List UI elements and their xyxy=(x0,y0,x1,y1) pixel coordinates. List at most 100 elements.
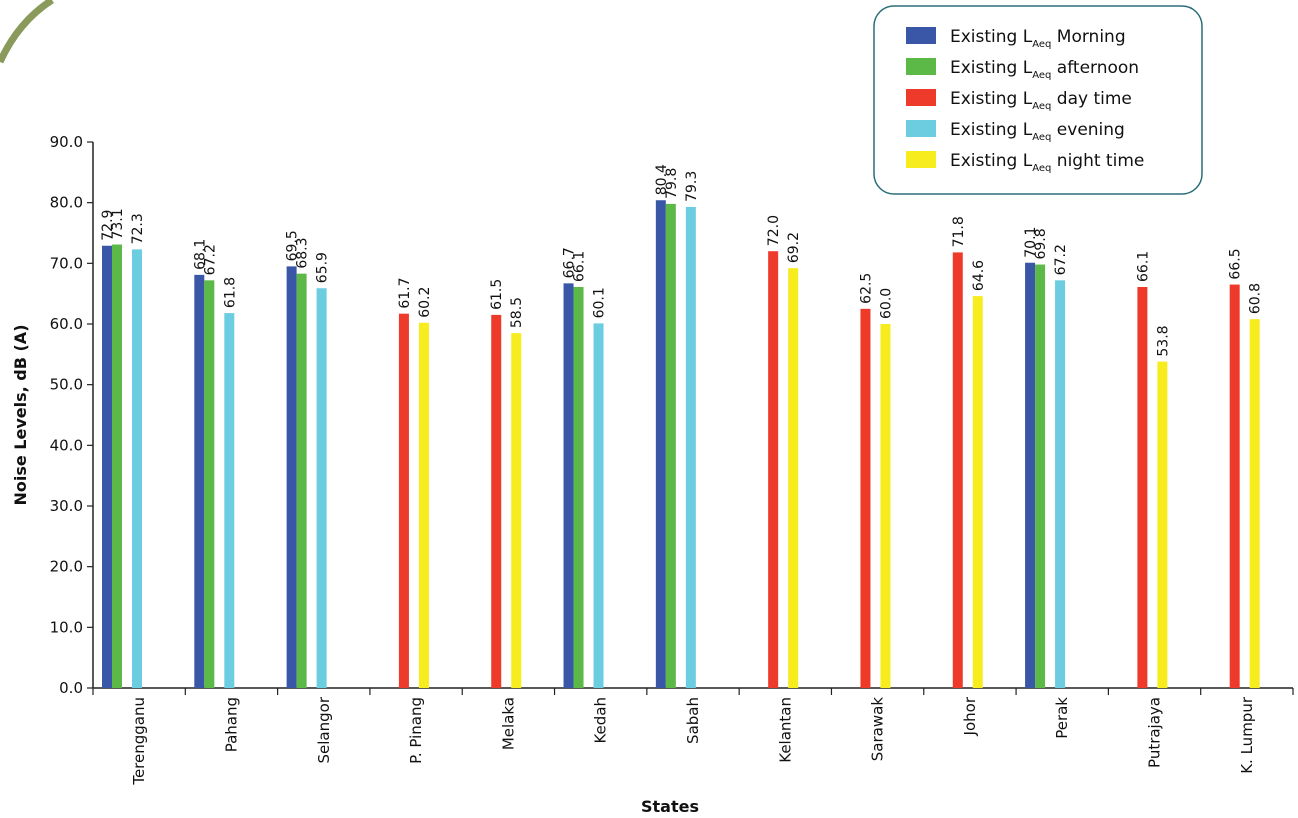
data-label: 73.1 xyxy=(110,208,126,239)
data-label: 72.3 xyxy=(130,213,146,244)
bar xyxy=(224,313,235,688)
bar xyxy=(952,252,963,688)
category-label: Kelantan xyxy=(776,697,794,763)
category-label: Melaka xyxy=(499,697,517,750)
bar xyxy=(112,244,122,688)
legend-entry: Existing LAeq evening xyxy=(950,120,1125,143)
bar xyxy=(194,274,205,688)
bar xyxy=(1249,319,1260,688)
legend-swatch xyxy=(906,27,936,44)
bar xyxy=(1229,284,1240,688)
data-label: 79.3 xyxy=(684,171,700,202)
y-tick-label: 10.0 xyxy=(50,618,83,636)
data-label: 72.9 xyxy=(100,210,116,241)
data-label: 69.8 xyxy=(1033,228,1049,259)
bar xyxy=(573,286,584,688)
corner-decoration xyxy=(0,0,54,64)
data-label: 67.2 xyxy=(1053,244,1069,275)
bar xyxy=(788,268,799,688)
bar xyxy=(768,251,779,688)
category-label: P. Pinang xyxy=(407,697,425,764)
data-label: 62.5 xyxy=(858,273,874,304)
bar xyxy=(491,314,502,688)
data-label: 66.1 xyxy=(1135,251,1151,282)
data-label: 80.4 xyxy=(654,164,670,195)
y-tick-label: 40.0 xyxy=(50,436,83,454)
y-tick-label: 80.0 xyxy=(50,194,83,212)
category-label: Terengganu xyxy=(130,697,148,786)
bar xyxy=(1055,280,1066,688)
bar xyxy=(204,280,215,688)
bar xyxy=(398,313,409,688)
bar xyxy=(418,322,429,688)
bar xyxy=(685,206,696,688)
bar xyxy=(286,266,297,688)
data-label: 66.7 xyxy=(562,247,578,278)
category-label: Perak xyxy=(1053,697,1071,739)
y-tick-label: 60.0 xyxy=(50,315,83,333)
data-label: 79.8 xyxy=(664,168,680,199)
legend-entry: Existing LAeq afternoon xyxy=(950,58,1139,81)
category-label: Sarawak xyxy=(869,697,887,762)
bar xyxy=(1137,286,1148,688)
legend: Existing LAeq Morning Existing LAeq after… xyxy=(873,5,1203,195)
legend-swatch xyxy=(906,151,936,168)
bar xyxy=(860,308,871,688)
data-label: 65.9 xyxy=(315,252,331,283)
category-label: Sabah xyxy=(684,697,702,744)
bar xyxy=(972,296,983,688)
plot-area: 0.0 10.0 20.0 30.0 40.0 50.0 60.0 70.0 80.0 90.0 T… xyxy=(50,133,1294,786)
bar xyxy=(1157,361,1168,688)
category-label: Pahang xyxy=(222,697,240,752)
data-label: 61.7 xyxy=(397,278,413,309)
data-label: 72.0 xyxy=(766,215,782,246)
category-label: Putrajaya xyxy=(1146,697,1164,768)
category-label: Kedah xyxy=(592,697,610,744)
x-axis-title: States xyxy=(641,797,699,816)
legend-entry: Existing LAeq day time xyxy=(950,89,1132,112)
legend-entry: Existing LAeq night time xyxy=(950,151,1144,174)
bar xyxy=(655,200,666,689)
data-label: 68.1 xyxy=(192,239,208,270)
bar xyxy=(102,245,112,689)
bar xyxy=(665,203,676,688)
data-label: 53.8 xyxy=(1155,325,1171,356)
data-label: 66.1 xyxy=(572,251,588,282)
y-tick-label: 0.0 xyxy=(59,679,83,697)
data-label: 60.8 xyxy=(1248,283,1264,314)
data-label: 58.5 xyxy=(509,297,525,328)
data-label: 61.8 xyxy=(222,277,238,308)
bar xyxy=(132,249,142,688)
legend-swatch xyxy=(906,58,936,75)
bar xyxy=(593,323,604,688)
legend-swatch xyxy=(906,120,936,137)
y-axis-title: Noise Levels, dB (A) xyxy=(11,324,30,505)
y-tick-label: 20.0 xyxy=(50,558,83,576)
legend-box xyxy=(873,5,1203,195)
data-label: 71.8 xyxy=(951,216,967,247)
category-label: K. Lumpur xyxy=(1238,696,1256,774)
data-label: 69.5 xyxy=(285,230,301,261)
legend-entry: Existing LAeq Morning xyxy=(950,27,1126,50)
data-label: 60.1 xyxy=(592,287,608,318)
bar xyxy=(563,283,574,688)
category-label: Selangor xyxy=(315,696,333,763)
bar xyxy=(316,288,327,688)
data-label: 64.6 xyxy=(971,260,987,291)
y-tick-label: 90.0 xyxy=(50,133,83,151)
data-label: 68.3 xyxy=(295,237,311,268)
data-label: 60.0 xyxy=(878,288,894,319)
bar xyxy=(511,333,522,688)
data-label: 60.2 xyxy=(417,287,433,318)
category-label: Johor xyxy=(961,696,979,736)
y-tick-label: 30.0 xyxy=(50,497,83,515)
data-label: 70.1 xyxy=(1023,227,1039,258)
bar xyxy=(1035,264,1046,688)
bar xyxy=(1025,262,1036,688)
legend-swatch xyxy=(906,89,936,106)
data-label: 69.2 xyxy=(786,232,802,263)
data-label: 67.2 xyxy=(202,244,218,275)
data-label: 66.5 xyxy=(1228,248,1244,279)
y-tick-label: 70.0 xyxy=(50,254,83,272)
